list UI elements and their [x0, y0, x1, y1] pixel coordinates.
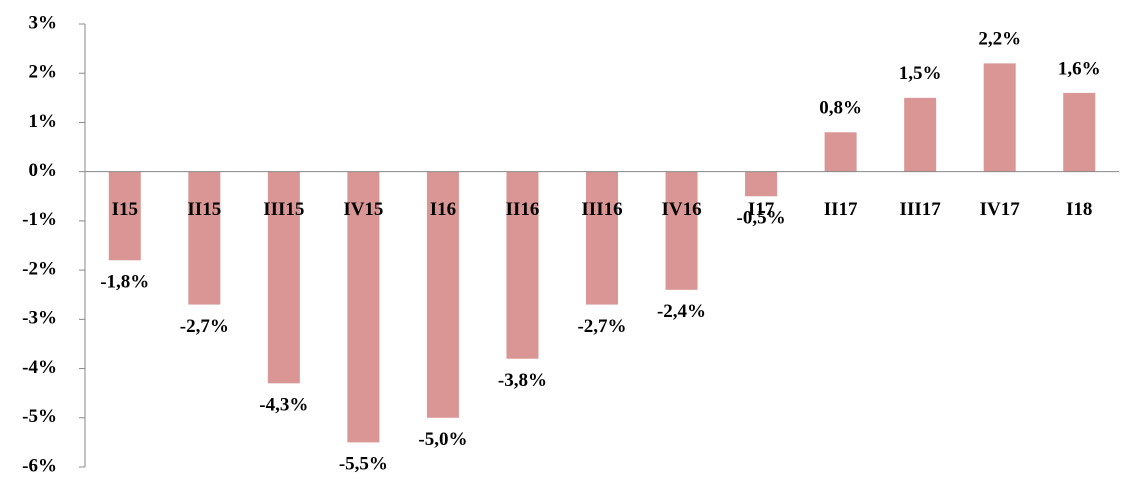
value-label: -4,3% [259, 395, 308, 416]
value-label: -3,8% [498, 370, 547, 391]
x-tick-label: IV16 [661, 199, 701, 220]
bar [506, 171, 539, 359]
bar [426, 171, 459, 418]
bar [824, 132, 857, 172]
value-label: 1,6% [1058, 58, 1101, 79]
value-label: -2,4% [657, 301, 706, 322]
value-label: -2,7% [577, 316, 626, 337]
y-tick-label: -5% [22, 406, 57, 427]
bar [347, 171, 380, 443]
value-label: -5,0% [418, 429, 467, 450]
x-tick-label: IV17 [980, 199, 1021, 220]
x-tick-label: I15 [112, 199, 138, 220]
value-label: 2,2% [978, 29, 1021, 50]
x-tick-label: III15 [263, 199, 304, 220]
bar [267, 171, 300, 384]
bar [1063, 92, 1096, 172]
y-tick-label: -3% [22, 308, 57, 329]
bar [188, 171, 221, 305]
y-tick-label: 0% [29, 160, 58, 181]
x-tick-label: III16 [581, 199, 622, 220]
y-tick-label: 1% [29, 111, 58, 132]
value-label: -1,8% [100, 272, 149, 293]
value-label: -2,7% [180, 316, 229, 337]
value-label: 0,8% [819, 98, 862, 119]
y-tick-label: -1% [22, 209, 57, 230]
bar [904, 97, 937, 172]
x-tick-label: III17 [900, 199, 942, 220]
value-label: 1,5% [899, 63, 942, 84]
value-label: -0,5% [737, 208, 786, 229]
bar [665, 171, 698, 290]
x-tick-label: I16 [430, 199, 456, 220]
x-tick-label: II16 [506, 199, 540, 220]
bar [108, 171, 141, 261]
x-tick-label: II17 [824, 199, 858, 220]
bar [983, 63, 1016, 172]
y-tick-label: -2% [22, 258, 57, 279]
x-tick-label: IV15 [343, 199, 383, 220]
x-tick-label: I17 [748, 199, 775, 220]
y-tick-label: -4% [22, 357, 57, 378]
x-tick-label: I18 [1066, 199, 1092, 220]
value-label: -5,5% [339, 454, 388, 475]
y-tick-label: -6% [22, 455, 57, 476]
y-tick-label: 3% [29, 12, 58, 33]
x-tick-label: II15 [187, 199, 221, 220]
bar [745, 171, 778, 197]
y-tick-label: 2% [29, 62, 58, 83]
bar [586, 171, 618, 305]
